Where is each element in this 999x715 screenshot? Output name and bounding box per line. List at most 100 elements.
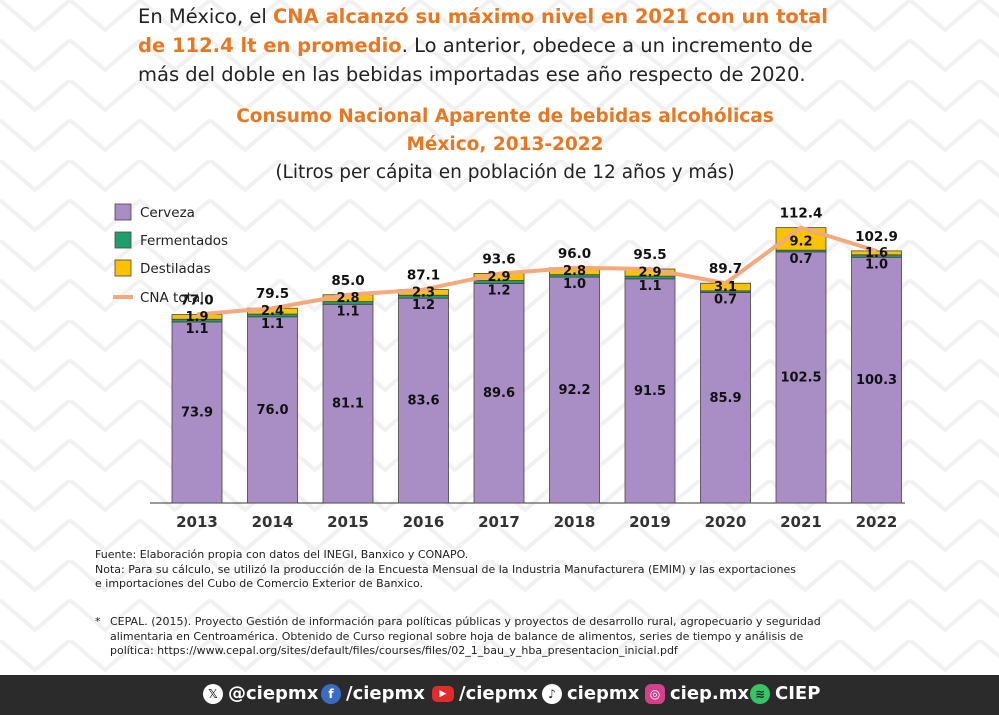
- label-cerveza-2015: 81.1: [332, 397, 364, 412]
- tick-label-2019: 2019: [629, 513, 671, 531]
- label-cerveza-2020: 85.9: [709, 391, 741, 406]
- social-spotify[interactable]: ≋ CIEP: [750, 683, 820, 704]
- legend-swatch-fermentados: [114, 231, 132, 249]
- label-destiladas-2017: 2.9: [487, 270, 510, 285]
- note-line-1: Nota: Para su cálculo, se utilizó la pro…: [95, 562, 796, 576]
- social-x[interactable]: 𝕏 @ciepmx: [203, 683, 318, 704]
- social-x-label: @ciepmx: [228, 683, 319, 704]
- label-cerveza-2018: 92.2: [558, 383, 590, 398]
- label-total-2021: 112.4: [780, 206, 823, 222]
- source-notes: Fuente: Elaboración propia con datos del…: [95, 548, 796, 592]
- label-total-2018: 96.0: [558, 246, 591, 262]
- chart-subtitle: (Litros per cápita en población de 12 añ…: [275, 162, 735, 183]
- label-fermentados-2019: 1.1: [638, 279, 661, 294]
- label-destiladas-2021: 9.2: [789, 235, 812, 250]
- label-destiladas-2019: 2.9: [638, 266, 661, 281]
- social-youtube[interactable]: ▶ /ciepmx: [432, 683, 538, 704]
- chart-title-line2: México, 2013-2022: [406, 134, 604, 155]
- label-fermentados-2017: 1.2: [487, 283, 510, 298]
- bar-cerveza-2019: [624, 278, 676, 504]
- intro-paragraph: En México, el CNA alcanzó su máximo nive…: [138, 2, 858, 89]
- bar-cerveza-2018: [549, 276, 600, 504]
- label-cerveza-2022: 100.3: [856, 373, 897, 388]
- tick-label-2020: 2020: [705, 513, 747, 531]
- social-facebook-label: /ciepmx: [346, 683, 425, 704]
- social-youtube-label: /ciepmx: [459, 683, 538, 704]
- label-fermentados-2020: 0.7: [714, 293, 737, 308]
- bar-cerveza-2020: [700, 292, 751, 504]
- social-instagram-label: ciep.mx: [670, 683, 750, 704]
- label-total-2019: 95.5: [633, 247, 666, 263]
- label-cerveza-2021: 102.5: [780, 370, 821, 385]
- stacked-bar-chart: 2013 73.9 2014 76.0 2015 81.1 2016 83.6 2017 89.6…: [113, 203, 905, 531]
- tick-label-2021: 2021: [780, 513, 822, 531]
- tick-label-2016: 2016: [403, 513, 445, 531]
- intro-highlight: CNA alcanzó su máximo nivel en 2021 con …: [138, 5, 828, 57]
- legend-label-fermentados: Fermentados: [140, 233, 228, 249]
- tick-label-2013: 2013: [176, 513, 218, 531]
- legend-label-cna-total: CNA total: [140, 290, 204, 306]
- label-fermentados-2018: 1.0: [563, 277, 586, 292]
- label-destiladas-2016: 2.3: [412, 285, 435, 300]
- social-instagram[interactable]: ◎ ciep.mx: [645, 683, 749, 704]
- tick-label-2015: 2015: [327, 513, 369, 531]
- legend-swatch-cerveza: [114, 203, 132, 221]
- label-fermentados-2015: 1.1: [336, 304, 359, 319]
- label-total-2016: 87.1: [407, 268, 440, 284]
- line-cna-total: [196, 225, 878, 317]
- label-total-2020: 89.7: [709, 261, 742, 277]
- bar-destiladas-2013: [171, 314, 223, 320]
- label-fermentados-2013: 1.1: [185, 322, 208, 337]
- label-total-2022: 102.9: [855, 229, 898, 245]
- bar-cerveza-2017: [473, 283, 525, 504]
- source-line: Fuente: Elaboración propia con datos del…: [95, 548, 469, 561]
- tick-label-2017: 2017: [478, 513, 520, 531]
- reference-line-3: política: https://www.cepal.org/sites/de…: [110, 644, 678, 657]
- label-destiladas-2014: 2.4: [261, 304, 284, 319]
- reference-line-1: CEPAL. (2015). Proyecto Gestión de infor…: [110, 615, 821, 628]
- social-facebook[interactable]: f /ciepmx: [321, 683, 425, 704]
- social-tiktok[interactable]: ♪ ciepmx: [542, 683, 639, 704]
- intro-text-end: . Lo anterior, obedece a un incremento d…: [138, 34, 813, 86]
- facebook-icon: f: [321, 683, 341, 704]
- spotify-icon: ≋: [750, 683, 770, 704]
- legend-swatch-destiladas: [114, 259, 132, 277]
- bar-cerveza-2021: [775, 251, 827, 504]
- label-total-2015: 85.0: [331, 273, 364, 289]
- label-total-2013: 77.0: [180, 293, 213, 309]
- label-cerveza-2013: 73.9: [181, 405, 213, 420]
- label-cerveza-2019: 91.5: [634, 384, 666, 399]
- reference-mark: *: [95, 615, 101, 628]
- label-destiladas-2018: 2.8: [563, 264, 586, 279]
- label-destiladas-2015: 2.8: [336, 291, 359, 306]
- label-total-2017: 93.6: [482, 251, 515, 267]
- tick-label-2022: 2022: [856, 513, 898, 531]
- label-fermentados-2014: 1.1: [261, 317, 284, 332]
- bar-cerveza-2022: [851, 256, 902, 504]
- x-icon: 𝕏: [203, 683, 223, 704]
- label-cerveza-2017: 89.6: [483, 386, 515, 401]
- social-tiktok-label: ciepmx: [567, 683, 640, 704]
- label-total-2014: 79.5: [256, 286, 289, 302]
- label-destiladas-2013: 1.9: [185, 310, 208, 325]
- note-line-2: e importaciones del Cubo de Comercio Ext…: [95, 577, 424, 590]
- label-fermentados-2021: 0.7: [789, 252, 812, 267]
- youtube-icon: ▶: [432, 685, 454, 702]
- legend-label-destiladas: Destiladas: [140, 261, 211, 277]
- tiktok-icon: ♪: [542, 683, 562, 704]
- reference-line-2: alimentaria en Centroamérica. Obtenido d…: [110, 629, 804, 643]
- label-fermentados-2016: 1.2: [412, 298, 435, 313]
- label-destiladas-2022: 1.6: [865, 246, 888, 261]
- tick-label-2018: 2018: [554, 513, 596, 531]
- label-cerveza-2016: 83.6: [407, 394, 439, 409]
- tick-label-2014: 2014: [252, 513, 294, 531]
- intro-text-start: En México, el: [138, 5, 273, 28]
- instagram-icon: ◎: [645, 683, 665, 704]
- reference-notes: * CEPAL. (2015). Proyecto Gestión de inf…: [95, 615, 821, 659]
- legend-label-cerveza: Cerveza: [140, 205, 195, 221]
- label-cerveza-2014: 76.0: [256, 403, 288, 418]
- chart-title: Consumo Nacional Aparente de bebidas alc…: [236, 106, 774, 127]
- footer-bar: 𝕏 @ciepmx f /ciepmx ▶ /ciepmx ♪ ciepmx ◎…: [0, 675, 999, 715]
- bar-cerveza-2013: [171, 321, 223, 504]
- social-spotify-label: CIEP: [775, 683, 821, 704]
